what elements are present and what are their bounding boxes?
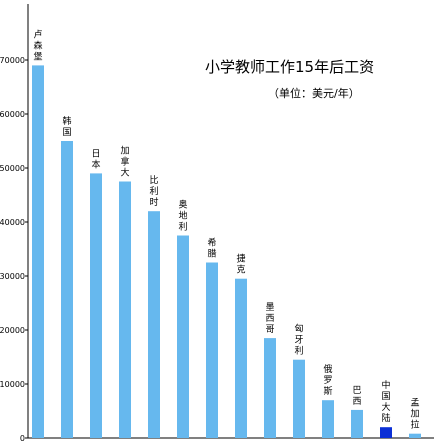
bar <box>90 173 102 438</box>
bar <box>148 211 160 438</box>
bar-category-label: 匈牙利 <box>294 323 303 357</box>
bar-category-label: 俄罗斯 <box>323 363 332 397</box>
y-tick-label: 0 <box>20 434 25 443</box>
bar <box>61 141 73 438</box>
bar-category-label: 卢森堡 <box>33 28 42 62</box>
bar <box>409 433 421 438</box>
y-tick-label: 60000 <box>0 110 25 119</box>
bar <box>177 235 189 438</box>
bar-labels: 卢森堡韩国日本 加拿大比利时奥地利希腊捷克墨西哥匈牙利俄罗斯巴西 中国大陆 孟加拉 <box>33 28 419 430</box>
bar-category-label: 日本 <box>91 148 100 170</box>
bar-category-label: 加拿大 <box>120 146 129 179</box>
y-tick-label: 40000 <box>0 218 25 227</box>
bar-category-label: 希腊 <box>207 237 216 260</box>
bar <box>293 359 305 438</box>
bar-category-label: 巴西 <box>352 385 361 407</box>
y-tick-label: 70000 <box>0 56 25 65</box>
bar-category-label: 比利时 <box>149 174 158 208</box>
bars <box>32 65 421 439</box>
bar-category-label: 墨西哥 <box>265 302 274 335</box>
bar <box>119 181 131 438</box>
bar <box>264 338 276 438</box>
bar-category-label: 奥地利 <box>178 199 187 233</box>
chart-title: 小学教师工作15年后工资 <box>205 58 374 76</box>
bar-category-label: 孟加拉 <box>410 398 419 431</box>
y-ticks: 0 10000 20000 30000 40000 50000 60000 70000 <box>0 56 28 443</box>
y-tick-label: 30000 <box>0 272 25 281</box>
bar <box>32 65 44 439</box>
bar-category-label: 中国大陆 <box>381 379 390 424</box>
bar-category-label: 捷克 <box>236 253 245 276</box>
bar <box>235 278 247 438</box>
y-tick-label: 20000 <box>0 326 25 335</box>
bar <box>380 427 392 438</box>
bar <box>322 400 334 438</box>
bar <box>351 409 363 438</box>
chart-subtitle: （单位：美元/年） <box>268 86 360 100</box>
y-tick-label: 50000 <box>0 164 25 173</box>
bar <box>206 262 218 438</box>
bar-category-label: 韩国 <box>62 115 71 138</box>
y-tick-label: 10000 <box>0 380 25 389</box>
